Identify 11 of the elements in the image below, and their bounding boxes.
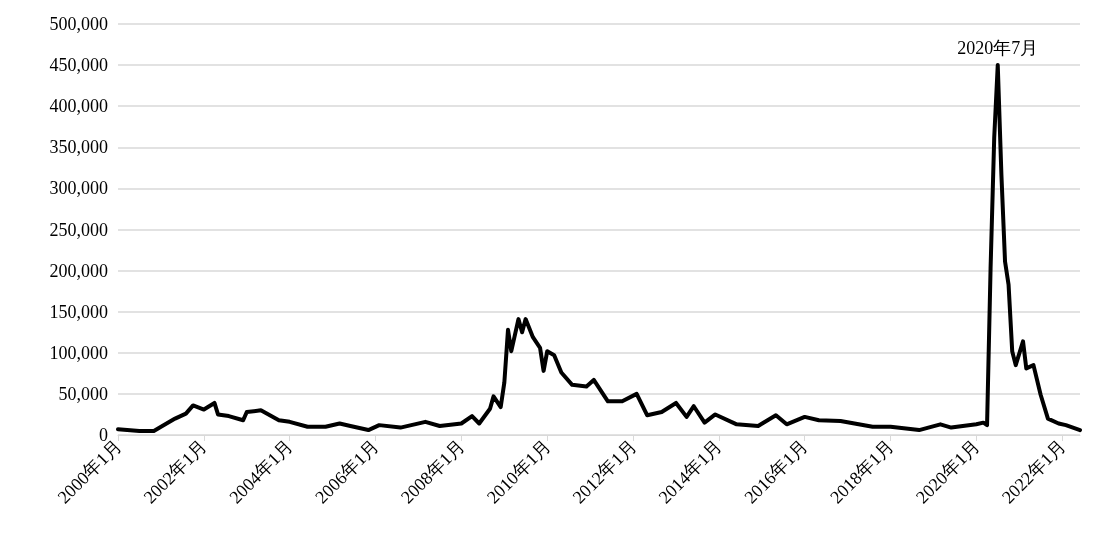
annotation: 2020年7月 — [957, 38, 1039, 59]
y-tick-label: 400,000 — [49, 96, 108, 117]
y-tick-label: 500,000 — [49, 14, 108, 34]
y-tick-label: 150,000 — [49, 301, 108, 322]
y-tick-label: 50,000 — [58, 383, 108, 404]
y-tick-label: 100,000 — [49, 342, 108, 363]
y-tick-label: 300,000 — [49, 178, 108, 199]
y-tick-label: 450,000 — [49, 55, 108, 76]
y-tick-label: 200,000 — [49, 260, 108, 281]
y-tick-label: 350,000 — [49, 137, 108, 158]
y-tick-label: 250,000 — [49, 219, 108, 240]
